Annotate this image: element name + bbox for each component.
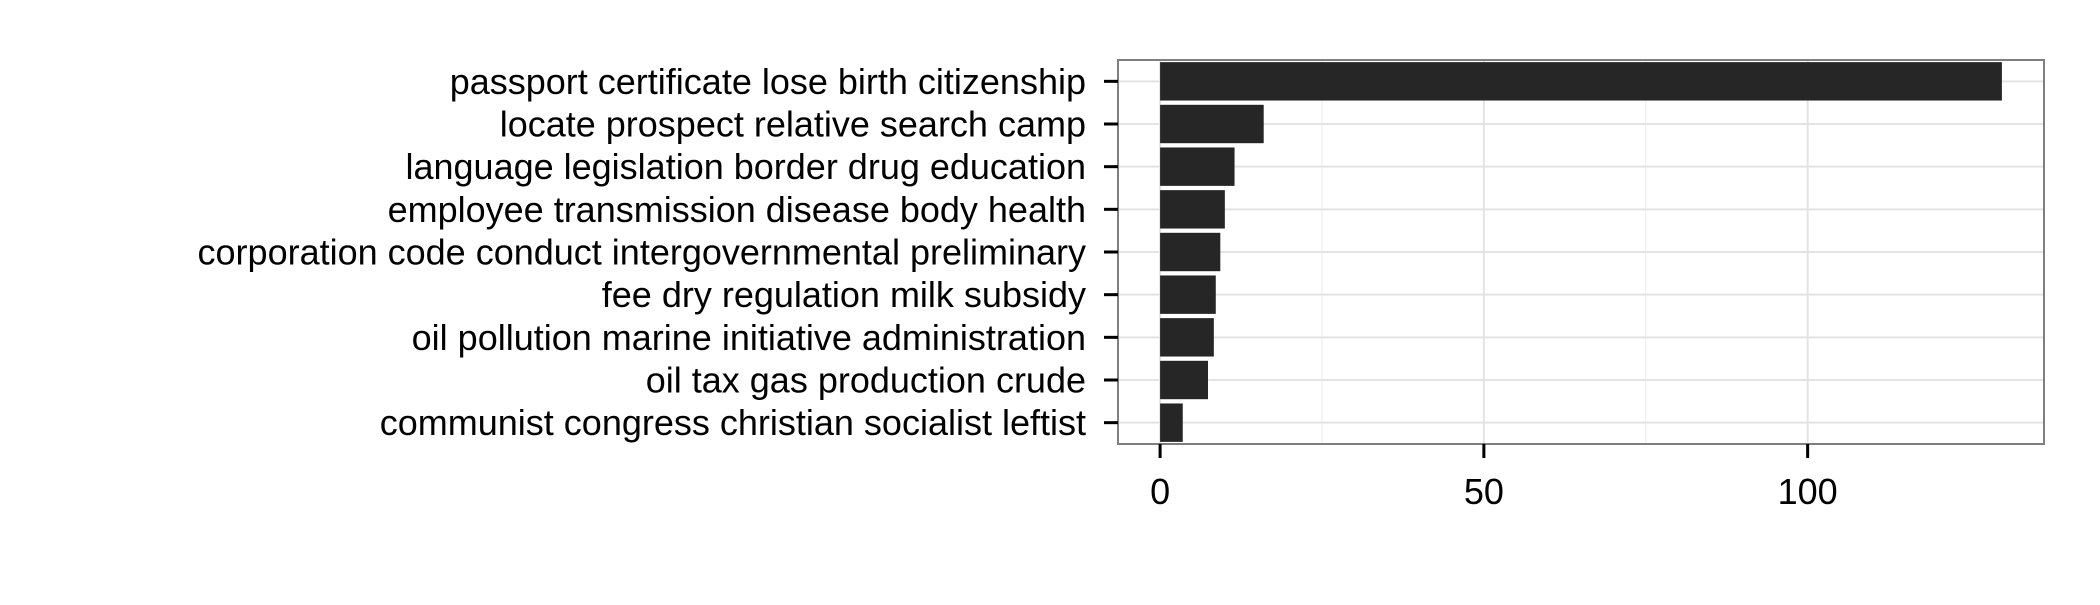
bar: [1160, 190, 1225, 229]
bar: [1160, 232, 1221, 272]
y-tick-label: corporation code conduct intergovernment…: [198, 232, 1086, 273]
x-tick-label: 100: [1778, 471, 1838, 512]
bars: [1160, 62, 2002, 442]
bar: [1160, 403, 1183, 442]
bar: [1160, 147, 1235, 186]
y-tick-label: fee dry regulation milk subsidy: [602, 274, 1086, 315]
y-tick-label: oil pollution marine initiative administ…: [412, 317, 1086, 358]
y-tick-label: locate prospect relative search camp: [500, 104, 1086, 145]
y-tick-label: passport certificate lose birth citizens…: [450, 61, 1086, 102]
bar: [1160, 62, 2002, 101]
x-axis: 0 50 100: [1150, 444, 1838, 512]
y-tick-label: employee transmission disease body healt…: [388, 189, 1086, 230]
bar: [1160, 275, 1216, 314]
x-tick-label: 0: [1150, 471, 1170, 512]
y-tick-label: communist congress christian socialist l…: [380, 402, 1086, 443]
y-tick-label: oil tax gas production crude: [646, 360, 1086, 401]
bar: [1160, 104, 1264, 144]
x-tick-label: 50: [1464, 471, 1504, 512]
bar: [1160, 360, 1209, 400]
y-axis: passport certificate lose birth citizens…: [198, 61, 1118, 443]
bar: [1160, 318, 1214, 357]
y-tick-label: language legislation border drug educati…: [405, 146, 1086, 187]
